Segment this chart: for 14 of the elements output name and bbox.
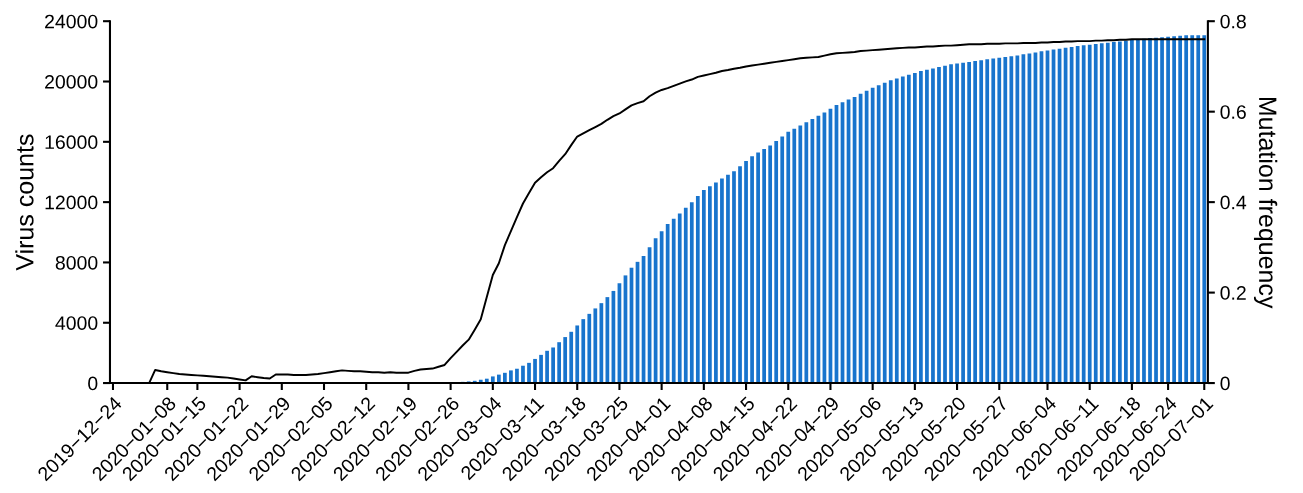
y-axis-title: Virus counts xyxy=(15,134,34,271)
y-tick-label: 8000 xyxy=(55,255,98,270)
y-tick-label: 4000 xyxy=(55,316,98,330)
y-tick-label: 16000 xyxy=(45,135,98,150)
y2-tick-label: 0.8 xyxy=(1220,14,1246,29)
y2-axis-title: Mutation frequency xyxy=(1253,97,1278,309)
y-tick-label: 24000 xyxy=(45,14,98,29)
y2-tick-label: 0.2 xyxy=(1220,286,1246,300)
y-tick-label: 0 xyxy=(88,376,98,391)
y-tick-label: 20000 xyxy=(45,74,98,89)
y2-tick-label: 0.6 xyxy=(1220,105,1246,119)
y2-tick-label: 0 xyxy=(1220,376,1230,391)
y-tick-label: 12000 xyxy=(45,195,98,210)
y2-tick-label: 0.4 xyxy=(1220,195,1247,210)
